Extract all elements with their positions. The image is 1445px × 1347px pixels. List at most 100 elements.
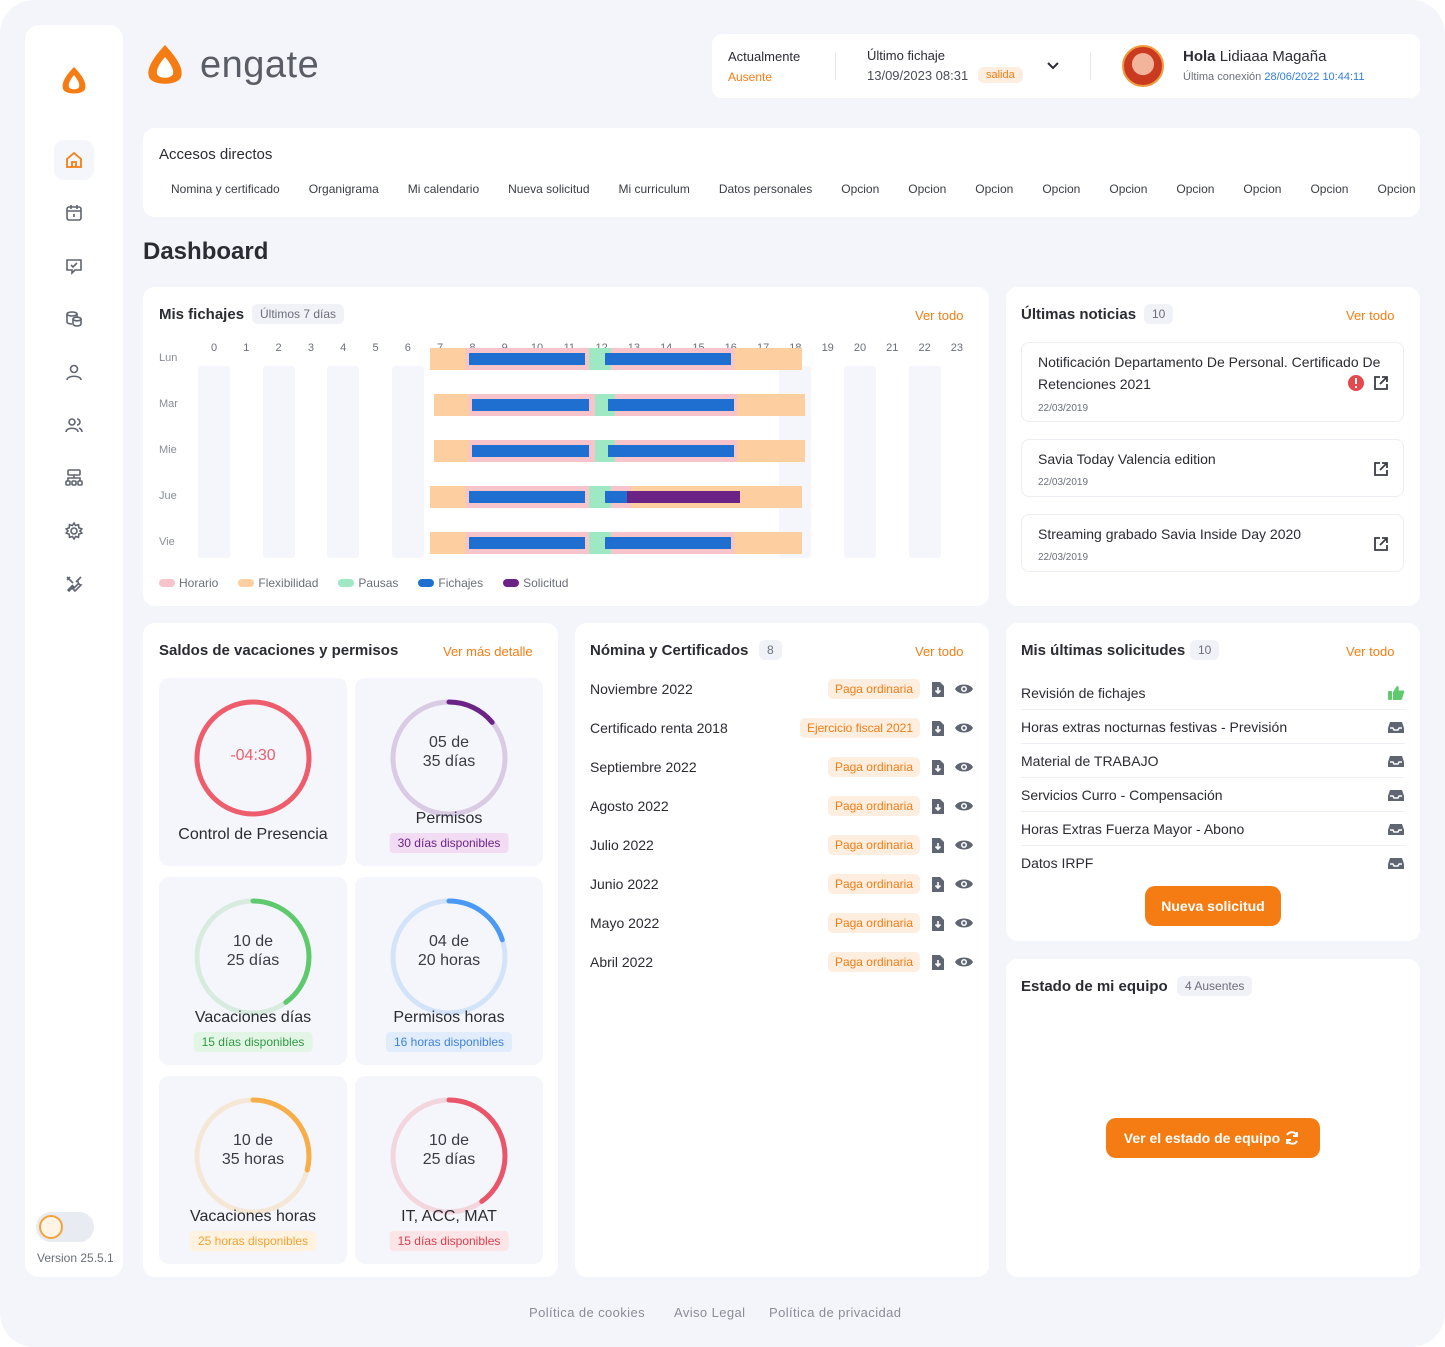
eye-icon[interactable] — [954, 838, 974, 852]
saldo-tile[interactable]: 10 de 25 días Vacaciones días 15 días dispo… — [159, 877, 347, 1065]
solicitud-row[interactable]: Material de TRABAJO — [1021, 744, 1405, 778]
nomina-row[interactable]: Noviembre 2022 Paga ordinaria — [590, 678, 976, 702]
eye-icon[interactable] — [954, 877, 974, 891]
quick-link[interactable]: Organigrama — [308, 182, 379, 196]
solicitud-row[interactable]: Servicios Curro - Compensación — [1021, 778, 1405, 812]
eye-icon[interactable] — [954, 916, 974, 930]
solicitudes-ver-todo-link[interactable]: Ver todo — [1346, 644, 1395, 659]
ultimo-fichaje-value: 13/09/2023 08:31 — [867, 68, 969, 83]
nav-org[interactable] — [54, 458, 94, 498]
legend-swatch — [159, 579, 175, 587]
inbox-icon — [1388, 858, 1404, 869]
nomina-row[interactable]: Agosto 2022 Paga ordinaria — [590, 795, 976, 819]
saldo-tile[interactable]: 10 de 35 horas Vacaciones horas 25 horas di… — [159, 1076, 347, 1264]
saldo-label: IT, ACC, MAT — [401, 1208, 497, 1225]
external-link-icon[interactable] — [1372, 460, 1390, 478]
download-file-icon[interactable] — [931, 915, 945, 932]
download-file-icon[interactable] — [931, 759, 945, 776]
saldo-tile[interactable]: 05 de 35 días Permisos 30 días disponibles — [355, 678, 543, 866]
nomina-tag: Paga ordinaria — [827, 679, 920, 699]
quick-link[interactable]: Mi calendario — [407, 182, 480, 196]
saldo-tile[interactable]: -04:30 Control de Presencia — [159, 678, 347, 866]
eye-icon[interactable] — [954, 682, 974, 696]
quick-link[interactable]: Opcion — [1109, 182, 1148, 196]
eye-icon[interactable] — [954, 721, 974, 735]
news-item[interactable]: Savia Today Valencia edition 22/03/2019 — [1021, 439, 1404, 497]
quick-link[interactable]: Nueva solicitud — [508, 182, 590, 196]
brand[interactable]: engate — [142, 42, 319, 88]
quick-link[interactable]: Opcion — [908, 182, 947, 196]
noticias-ver-todo-link[interactable]: Ver todo — [1346, 308, 1395, 323]
news-item[interactable]: Notificación Departamento De Personal. C… — [1021, 342, 1404, 422]
aviso-legal-link[interactable]: Aviso Legal — [674, 1305, 746, 1320]
nav-payroll[interactable] — [54, 299, 94, 339]
privacy-link[interactable]: Política de privacidad — [769, 1305, 902, 1320]
quick-link[interactable]: Mi curriculum — [618, 182, 690, 196]
nomina-row[interactable]: Abril 2022 Paga ordinaria — [590, 951, 976, 975]
news-item[interactable]: Streaming grabado Savia Inside Day 2020 … — [1021, 514, 1404, 572]
day-label: Mie — [159, 444, 177, 456]
nomina-tag: Paga ordinaria — [827, 913, 920, 933]
hour-label: 22 — [918, 342, 931, 354]
ver-estado-equipo-button[interactable]: Ver el estado de equipo — [1106, 1118, 1320, 1158]
saldo-total: 35 horas — [221, 1151, 285, 1168]
nomina-row[interactable]: Certificado renta 2018 Ejercicio fiscal … — [590, 717, 976, 741]
nav-approvals[interactable] — [54, 246, 94, 286]
nomina-name: Agosto 2022 — [590, 798, 669, 814]
nomina-row[interactable]: Junio 2022 Paga ordinaria — [590, 873, 976, 897]
download-file-icon[interactable] — [931, 954, 945, 971]
nav-tools[interactable] — [54, 564, 94, 604]
nav-settings[interactable] — [54, 511, 94, 551]
quick-link[interactable]: Opcion — [975, 182, 1014, 196]
nav-home[interactable] — [54, 140, 94, 180]
quick-link[interactable]: Opcion — [1310, 182, 1349, 196]
quick-link[interactable]: Opcion — [1243, 182, 1282, 196]
legend-item: Horario — [159, 576, 218, 590]
last-connection: Última conexión 28/06/2022 10:44:11 — [1183, 71, 1364, 83]
hour-column — [262, 366, 295, 558]
fichajes-title: Mis fichajes — [159, 306, 245, 323]
download-file-icon[interactable] — [931, 720, 945, 737]
solicitudes-title: Mis últimas solicitudes — [1021, 642, 1186, 659]
quick-link[interactable]: Opcion — [1377, 182, 1416, 196]
quick-link[interactable]: Opcion — [1176, 182, 1215, 196]
eye-icon[interactable] — [954, 760, 974, 774]
download-file-icon[interactable] — [931, 837, 945, 854]
saldo-tile[interactable]: 10 de 25 días IT, ACC, MAT 15 días disponib… — [355, 1076, 543, 1264]
quick-link[interactable]: Datos personales — [718, 182, 813, 196]
solicitud-row[interactable]: Horas extras nocturnas festivas - Previs… — [1021, 710, 1405, 744]
nav-calendar[interactable] — [54, 193, 94, 233]
eye-icon[interactable] — [954, 955, 974, 969]
nomina-name: Julio 2022 — [590, 837, 654, 853]
nav-profile[interactable] — [54, 352, 94, 392]
fichajes-ver-todo-link[interactable]: Ver todo — [915, 308, 964, 323]
nomina-row[interactable]: Julio 2022 Paga ordinaria — [590, 834, 976, 858]
nueva-solicitud-button[interactable]: Nueva solicitud — [1145, 886, 1281, 926]
external-link-icon[interactable] — [1372, 374, 1390, 392]
eye-icon[interactable] — [954, 799, 974, 813]
nomina-row[interactable]: Septiembre 2022 Paga ordinaria — [590, 756, 976, 780]
external-link-icon[interactable] — [1372, 535, 1390, 553]
theme-toggle[interactable] — [36, 1212, 94, 1242]
legend-item: Fichajes — [418, 576, 483, 590]
engate-logo-icon[interactable] — [57, 63, 91, 97]
quick-link[interactable]: Nomina y certificado — [171, 182, 280, 196]
solicitud-row[interactable]: Horas Extras Fuerza Mayor - Abono — [1021, 812, 1405, 846]
nav-team[interactable] — [54, 405, 94, 445]
nomina-row[interactable]: Mayo 2022 Paga ordinaria — [590, 912, 976, 936]
solicitud-row[interactable]: Datos IRPF — [1021, 846, 1405, 880]
quick-link[interactable]: Opcion — [841, 182, 880, 196]
chevron-down-icon[interactable] — [1045, 59, 1061, 73]
saldos-ver-mas-link[interactable]: Ver más detalle — [443, 644, 533, 659]
saldo-tile[interactable]: 04 de 20 horas Permisos horas 16 horas disp… — [355, 877, 543, 1065]
solicitud-row[interactable]: Revisión de fichajes — [1021, 676, 1405, 710]
download-file-icon[interactable] — [931, 681, 945, 698]
download-file-icon[interactable] — [931, 876, 945, 893]
cookies-link[interactable]: Política de cookies — [529, 1305, 645, 1320]
hour-label: 6 — [404, 342, 411, 354]
avatar[interactable] — [1122, 45, 1164, 87]
quick-link[interactable]: Opcion — [1042, 182, 1081, 196]
saldo-total: 25 días — [226, 952, 280, 969]
download-file-icon[interactable] — [931, 798, 945, 815]
nomina-ver-todo-link[interactable]: Ver todo — [915, 644, 964, 659]
